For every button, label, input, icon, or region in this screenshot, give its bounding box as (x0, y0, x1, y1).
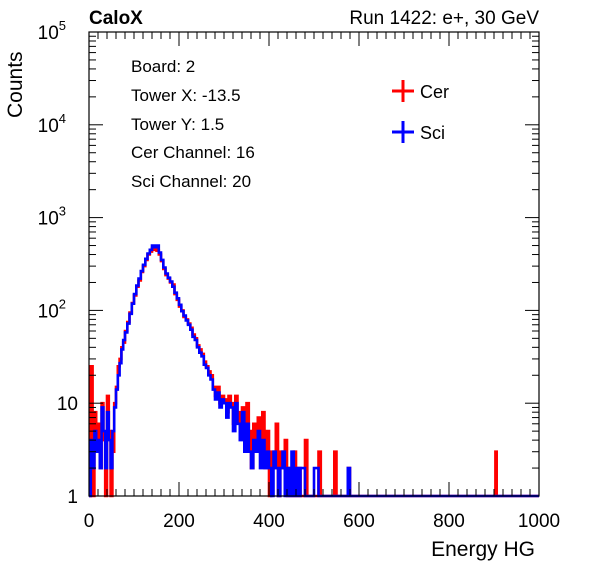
y-tick-label: 103 (38, 204, 66, 230)
legend-label-sci: Sci (420, 123, 445, 143)
legend-label-cer: Cer (420, 82, 449, 102)
info-tower-y: Tower Y: 1.5 (131, 115, 224, 134)
y-tick-label: 104 (38, 111, 66, 137)
y-tick-label: 1 (67, 487, 78, 508)
ticks-layer: 0 200 400 600 800 1000 1 10 102 103 104 105 (38, 18, 561, 532)
info-board: Board: 2 (131, 57, 195, 76)
series-layer (89, 244, 539, 498)
info-sci-channel: Sci Channel: 20 (131, 172, 251, 191)
x-tick-label: 600 (343, 511, 375, 532)
x-axis-label: Energy HG (431, 538, 535, 561)
info-cer-channel: Cer Channel: 16 (131, 143, 255, 162)
x-tick-label: 200 (163, 511, 195, 532)
legend-marker-cer (392, 80, 414, 102)
y-tick-label: 105 (38, 18, 66, 44)
info-box: Board: 2 Tower X: -13.5 Tower Y: 1.5 Cer… (131, 57, 255, 191)
x-tick-label: 1000 (518, 511, 560, 532)
x-tick-label: 0 (84, 511, 95, 532)
info-tower-x: Tower X: -13.5 (131, 86, 241, 105)
header-right-label: Run 1422: e+, 30 GeV (349, 8, 539, 29)
series-sci-line (89, 244, 539, 498)
y-tick-label: 102 (38, 296, 66, 322)
x-tick-label: 800 (433, 511, 465, 532)
x-tick-label: 400 (253, 511, 285, 532)
legend-marker-sci (392, 121, 414, 143)
legend: Cer Sci (392, 80, 449, 143)
y-axis-label: Counts (4, 51, 27, 118)
header-left-label: CaloX (89, 8, 143, 29)
y-tick-label: 10 (57, 394, 78, 415)
